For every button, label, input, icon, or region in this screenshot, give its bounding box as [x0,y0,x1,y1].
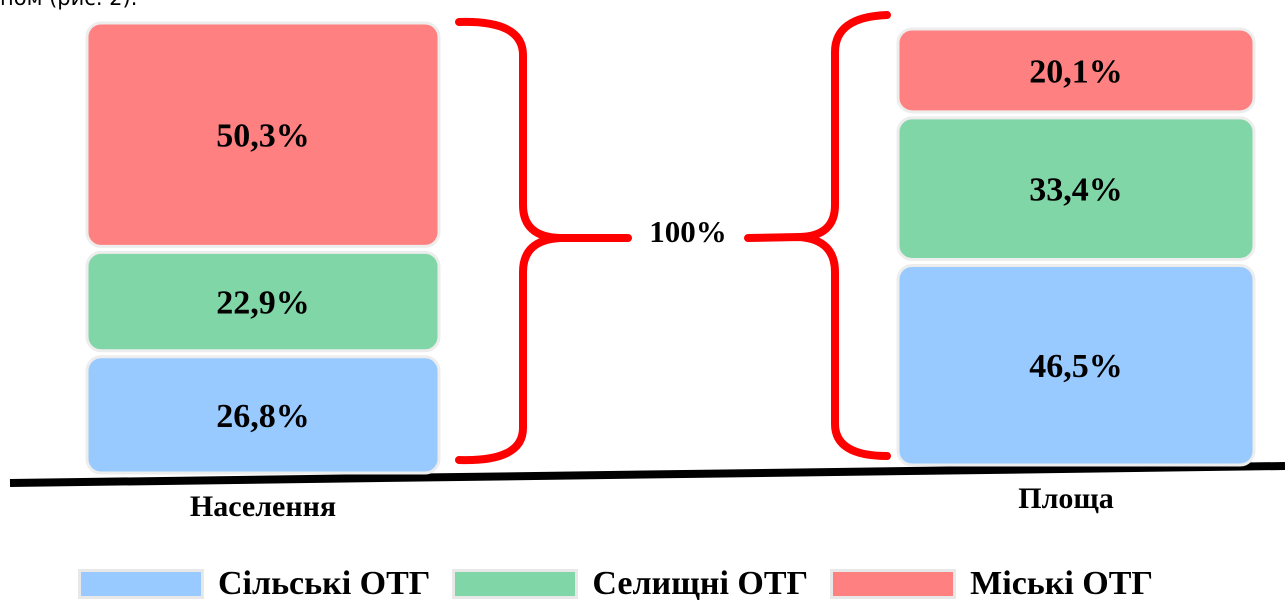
legend-label-rural: Сільські ОТГ [218,565,431,602]
total-label: 100% [649,214,727,249]
data-label-population-rural: 26,8% [216,398,310,435]
bar-segment-population-settlement [85,250,441,353]
bar-segment-area-rural [896,263,1256,467]
chart-legend: Сільські ОТГ Селищні ОТГ Міські ОТГ [78,566,1175,602]
legend-swatch-settlement [452,569,579,599]
data-label-area-rural: 46,5% [1029,348,1123,385]
legend-swatch-rural [78,569,204,599]
bar-segment-area-settlement [896,116,1256,261]
legend-label-urban: Міські ОТГ [970,565,1154,602]
legend-label-settlement: Селищні ОТГ [592,565,809,602]
right-curly-bracket [744,11,891,460]
data-label-area-urban: 20,1% [1029,53,1123,90]
data-label-population-urban: 50,3% [216,118,310,155]
category-label-population: Населення [190,490,336,523]
legend-swatch-urban [830,569,957,599]
bar-segment-population-rural [85,355,441,475]
bar-segment-population-urban [85,21,441,248]
chart-baseline [9,462,1285,487]
page-caption: ном (рис. 2). [0,0,137,10]
category-label-area: Площа [1018,482,1114,515]
legend-item-rural: Сільські ОТГ [78,566,430,602]
left-curly-bracket [455,17,632,465]
data-label-population-settlement: 22,9% [216,285,310,322]
bar-segment-area-urban [896,27,1256,114]
data-label-area-settlement: 33,4% [1029,172,1123,209]
legend-item-settlement: Селищні ОТГ [452,566,808,602]
legend-item-urban: Міські ОТГ [830,566,1153,602]
